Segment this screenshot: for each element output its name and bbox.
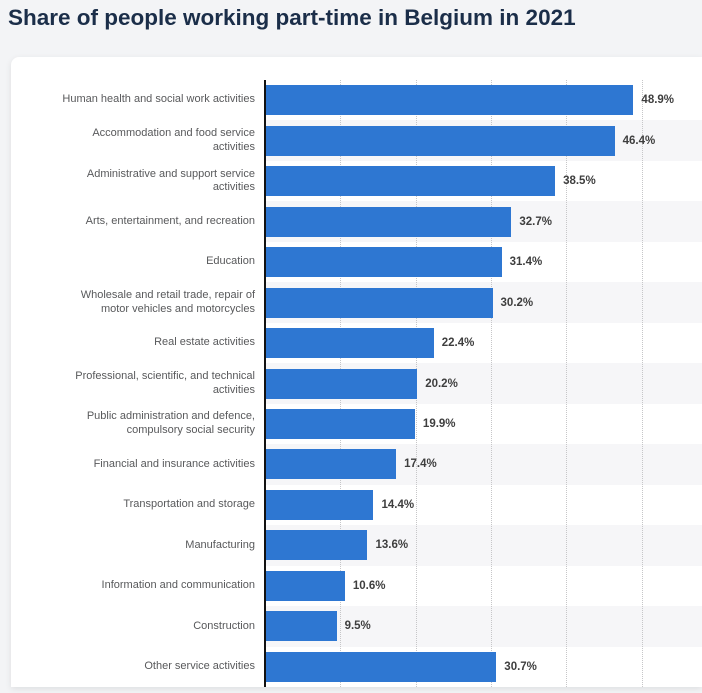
value-label: 13.6% xyxy=(375,539,409,552)
category-label: Administrative and support service activ… xyxy=(86,167,255,194)
value-label: 31.4% xyxy=(509,256,543,269)
chart-rows: Human health and social work activities 4… xyxy=(11,80,702,687)
chart-row: Professional, scientific, and technical … xyxy=(11,363,702,404)
bar xyxy=(265,368,418,399)
bar xyxy=(265,570,345,601)
chart-row: Public administration and defence, compu… xyxy=(11,404,702,444)
chart-row: Manufacturing 13.6% xyxy=(11,525,702,566)
bar xyxy=(265,287,493,318)
row-plot-area: 13.6% xyxy=(265,525,702,566)
row-plot-area: 17.4% xyxy=(265,444,702,485)
chart-row: Wholesale and retail trade, repair of mo… xyxy=(11,282,702,323)
row-plot-area: 10.6% xyxy=(265,566,702,606)
row-plot-area: 46.4% xyxy=(265,120,702,161)
chart-row: Human health and social work activities 4… xyxy=(11,80,702,120)
row-plot-area: 22.4% xyxy=(265,323,702,363)
category-label: Other service activities xyxy=(144,660,255,673)
category-label: Wholesale and retail trade, repair of mo… xyxy=(80,289,255,315)
category-label: Transportation and storage xyxy=(123,498,255,511)
value-label: 19.9% xyxy=(422,417,456,430)
category-label: Financial and insurance activities xyxy=(93,457,255,470)
chart-row: Real estate activities 22.4% xyxy=(11,323,702,363)
value-label: 30.7% xyxy=(504,660,537,673)
row-plot-area: 30.2% xyxy=(265,282,702,323)
row-plot-area: 20.2% xyxy=(265,363,702,404)
row-plot-area: 32.7% xyxy=(265,201,702,242)
row-plot-area: 14.4% xyxy=(265,485,702,525)
category-label: Arts, entertainment, and recreation xyxy=(85,214,255,227)
category-label: Human health and social work activities xyxy=(62,93,255,106)
row-plot-area: 38.5% xyxy=(265,161,702,201)
chart-row: Administrative and support service activ… xyxy=(11,161,702,201)
chart-card: Human health and social work activities 4… xyxy=(11,57,702,687)
chart-row: Arts, entertainment, and recreation 32.7% xyxy=(11,201,702,242)
bar xyxy=(265,206,512,237)
value-label: 10.6% xyxy=(352,579,386,592)
value-label: 32.7% xyxy=(519,215,552,228)
category-label: Construction xyxy=(193,619,255,632)
value-label: 38.5% xyxy=(563,175,596,188)
chart-row: Education 31.4% xyxy=(11,242,702,282)
y-axis-line xyxy=(264,80,266,687)
chart-row: Information and communication 10.6% xyxy=(11,566,702,606)
value-label: 22.4% xyxy=(441,337,475,350)
category-label: Real estate activities xyxy=(154,336,255,349)
bar xyxy=(265,166,556,197)
page-title: Share of people working part-time in Bel… xyxy=(8,5,576,30)
chart-row: Construction 9.5% xyxy=(11,606,702,647)
row-plot-area: 19.9% xyxy=(265,404,702,444)
category-label: Public administration and defence, compu… xyxy=(86,410,255,436)
value-label: 20.2% xyxy=(425,377,458,390)
bar xyxy=(265,611,337,642)
bar xyxy=(265,85,634,116)
bar xyxy=(265,651,497,682)
bar xyxy=(265,328,434,359)
value-label: 14.4% xyxy=(381,498,415,511)
bar xyxy=(265,247,502,278)
category-label: Education xyxy=(206,255,255,268)
category-label: Information and communication xyxy=(101,579,255,592)
value-label: 17.4% xyxy=(404,458,437,471)
bar xyxy=(265,125,615,156)
row-plot-area: 48.9% xyxy=(265,80,702,120)
value-label: 9.5% xyxy=(344,620,371,633)
bar xyxy=(265,449,397,480)
chart-row: Transportation and storage 14.4% xyxy=(11,485,702,525)
bar xyxy=(265,489,374,520)
category-label: Professional, scientific, and technical … xyxy=(75,370,255,396)
value-label: 46.4% xyxy=(622,134,656,147)
chart-row: Accommodation and food service activitie… xyxy=(11,120,702,161)
chart-row: Financial and insurance activities 17.4% xyxy=(11,444,702,485)
row-plot-area: 30.7% xyxy=(265,647,702,687)
chart-row: Other service activities 30.7% xyxy=(11,647,702,687)
bar xyxy=(265,408,415,439)
category-label: Accommodation and food service activitie… xyxy=(92,127,255,153)
category-label: Manufacturing xyxy=(185,538,255,551)
value-label: 48.9% xyxy=(641,94,675,107)
row-plot-area: 31.4% xyxy=(265,242,702,282)
bar xyxy=(265,530,368,561)
value-label: 30.2% xyxy=(500,296,534,309)
row-plot-area: 9.5% xyxy=(265,606,702,647)
